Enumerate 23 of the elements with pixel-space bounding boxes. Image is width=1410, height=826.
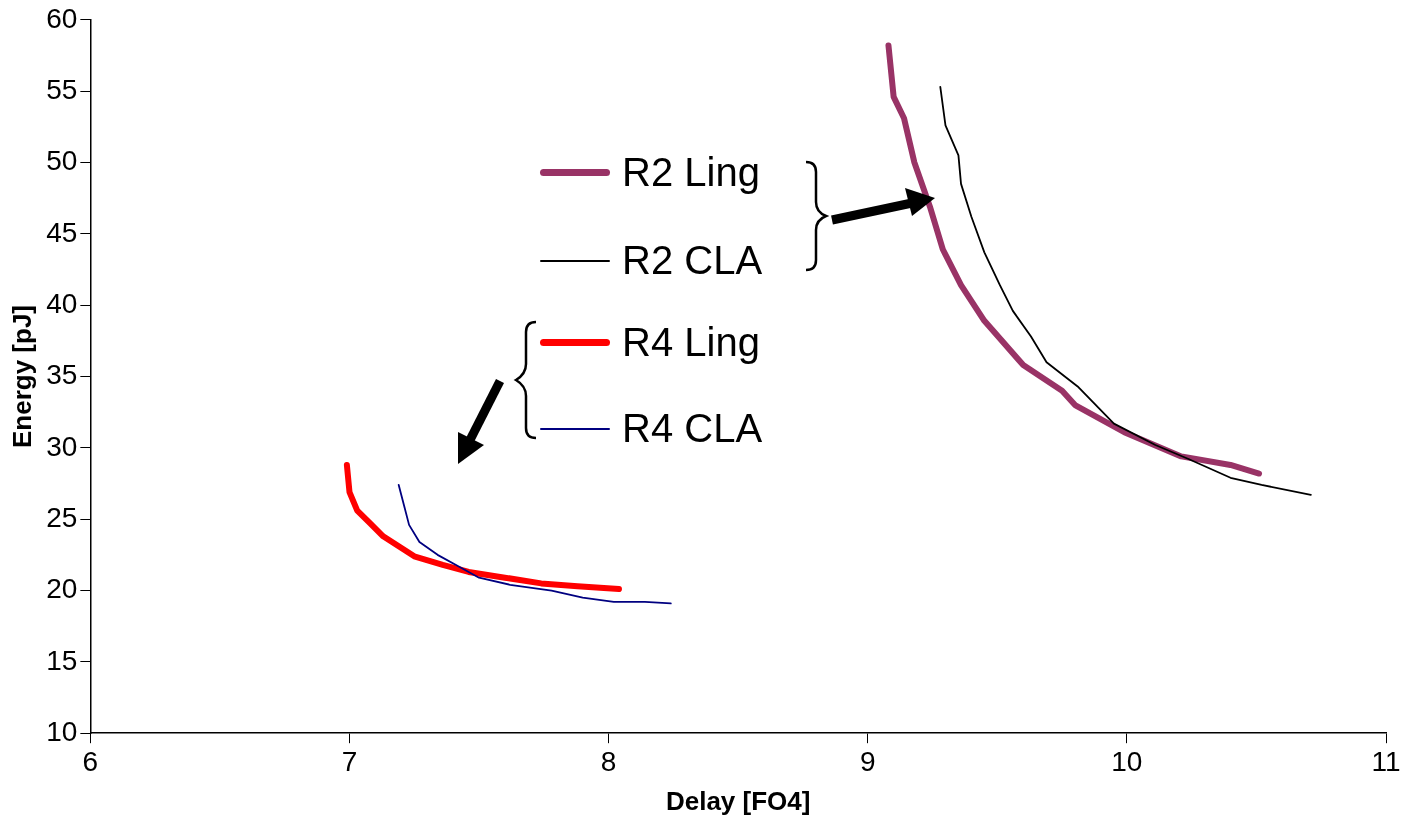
y-axis-title: Energy [pJ]	[6, 304, 37, 449]
x-tick-label: 11	[1371, 745, 1401, 777]
y-tick-label: 10	[46, 715, 78, 747]
y-tick-label: 20	[46, 573, 78, 605]
y-tick-label: 15	[46, 644, 78, 676]
x-tick-label: 8	[600, 745, 617, 777]
y-tick-label: 55	[46, 73, 78, 105]
y-tick-label: 50	[46, 145, 78, 177]
legend-label: R2 Ling	[622, 150, 760, 195]
y-tick-label: 45	[46, 216, 78, 248]
x-tick-label: 9	[859, 745, 876, 777]
legend-label: R4 Ling	[622, 320, 760, 365]
y-tick-label: 60	[46, 2, 78, 34]
y-tick-label: 40	[46, 287, 78, 319]
y-tick-label: 35	[46, 359, 78, 391]
legend-label: R2 CLA	[622, 238, 763, 283]
x-tick-label: 10	[1111, 745, 1143, 777]
x-tick-label: 6	[82, 745, 99, 777]
x-axis-title: Delay [FO4]	[665, 785, 811, 816]
y-tick-label: 30	[46, 430, 78, 462]
y-tick-label: 25	[46, 501, 78, 533]
legend-label: R4 CLA	[622, 406, 763, 451]
x-tick-label: 7	[341, 745, 358, 777]
